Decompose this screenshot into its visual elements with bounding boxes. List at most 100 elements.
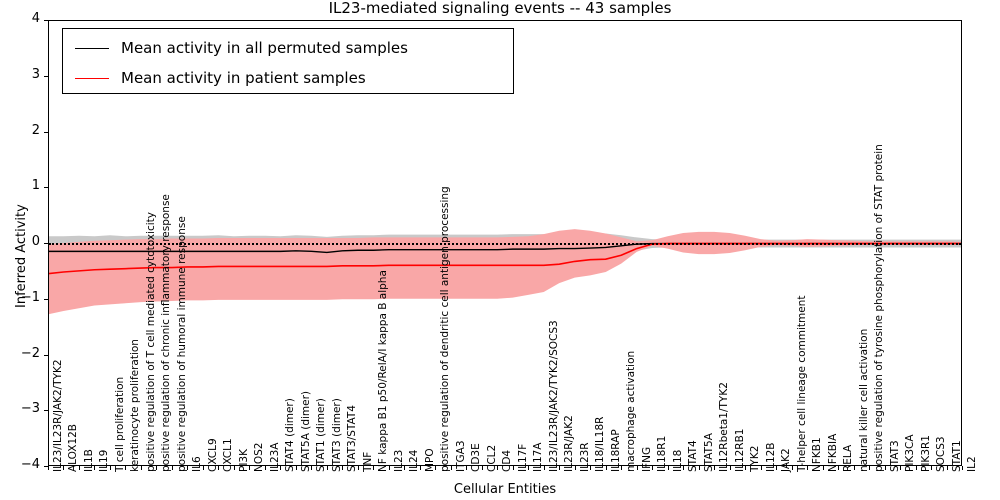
x-tick-label: IL19: [98, 449, 111, 472]
x-tick-label: IL18: [671, 449, 684, 472]
x-tick-mark: [544, 466, 545, 470]
x-tick-mark: [559, 466, 560, 470]
x-tick-label: ALOX12B: [67, 423, 80, 472]
x-tick-mark: [311, 466, 312, 470]
x-tick-mark: [63, 466, 64, 470]
x-tick-mark: [451, 466, 452, 470]
x-tick-mark: [745, 466, 746, 470]
x-tick-label: positive regulation of humoral immune re…: [175, 216, 188, 472]
confidence-band: [49, 229, 961, 315]
x-tick-mark: [699, 466, 700, 470]
y-tick-mark: [44, 187, 48, 188]
x-tick-label: keratinocyte proliferation: [129, 339, 142, 472]
x-tick-label: CXCL1: [222, 438, 235, 472]
x-tick-mark: [497, 466, 498, 470]
x-tick-label: positive regulation of chronic inflammat…: [160, 194, 173, 472]
x-tick-label: IL12RB1: [733, 428, 746, 473]
x-axis-label: Cellular Entities: [453, 482, 557, 497]
x-tick-label: positive regulation of tyrosine phosphor…: [873, 144, 886, 472]
x-tick-label: ITGA3: [454, 440, 467, 472]
x-tick-mark: [730, 466, 731, 470]
x-tick-mark: [761, 466, 762, 470]
x-tick-mark: [931, 466, 932, 470]
x-tick-mark: [513, 466, 514, 470]
x-tick-label: IL6: [191, 456, 204, 472]
y-tick-label: 3: [31, 66, 40, 82]
x-tick-mark: [466, 466, 467, 470]
x-tick-mark: [807, 466, 808, 470]
x-tick-label: CD4: [501, 449, 514, 472]
x-tick-mark: [172, 466, 173, 470]
x-tick-mark: [420, 466, 421, 470]
x-tick-mark: [373, 466, 374, 470]
x-tick-label: STAT1: [950, 440, 963, 472]
x-tick-label: NF kappa B1 p50/RelA/I kappa B alpha: [377, 270, 390, 472]
x-tick-mark: [125, 466, 126, 470]
x-tick-label: natural killer cell activation: [857, 328, 870, 472]
legend-label: Mean activity in patient samples: [121, 69, 366, 87]
chart-title: IL23-mediated signaling events -- 43 sam…: [328, 0, 672, 17]
y-tick-label: −2: [20, 345, 40, 361]
x-tick-mark: [94, 466, 95, 470]
x-tick-label: IL18RAP: [609, 429, 622, 472]
x-tick-label: IL1B: [82, 449, 95, 472]
y-tick-label: −1: [20, 289, 40, 305]
x-tick-label: positive regulation of T cell mediated c…: [144, 212, 157, 472]
chart-legend: Mean activity in all permuted samples Mea…: [62, 28, 514, 94]
legend-item[interactable]: Mean activity in all permuted samples: [75, 39, 408, 57]
x-tick-mark: [265, 466, 266, 470]
x-tick-label: IL23R: [578, 442, 591, 472]
x-tick-mark: [652, 466, 653, 470]
x-tick-label: IL23: [392, 449, 405, 472]
y-tick-label: 0: [31, 234, 40, 249]
x-tick-mark: [668, 466, 669, 470]
x-tick-label: IL2: [966, 456, 978, 472]
x-tick-label: macrophage activation: [625, 350, 638, 472]
x-tick-mark: [358, 466, 359, 470]
legend-item[interactable]: Mean activity in patient samples: [75, 69, 366, 87]
x-tick-mark: [110, 466, 111, 470]
x-tick-label: IFNG: [640, 446, 653, 472]
x-tick-mark: [621, 466, 622, 470]
y-tick-label: 4: [31, 11, 40, 26]
x-tick-label: PI3K: [237, 449, 250, 472]
x-tick-mark: [947, 466, 948, 470]
x-tick-label: positive regulation of dendritic cell an…: [439, 186, 452, 472]
plot-canvas: [49, 21, 961, 465]
x-tick-mark: [900, 466, 901, 470]
x-tick-mark: [714, 466, 715, 470]
y-tick-label: −4: [20, 457, 40, 472]
x-tick-label: STAT3: [888, 440, 901, 472]
x-tick-mark: [389, 466, 390, 470]
x-tick-label: STAT4: [687, 440, 700, 472]
x-tick-label: NOS2: [253, 442, 266, 472]
series-paths: [49, 229, 961, 315]
x-tick-mark: [342, 466, 343, 470]
x-tick-label: T cell proliferation: [113, 376, 126, 472]
x-tick-mark: [854, 466, 855, 470]
x-tick-label: STAT4 (dimer): [284, 398, 297, 472]
x-tick-mark: [823, 466, 824, 470]
x-tick-label: CD3E: [470, 443, 483, 472]
x-tick-mark: [482, 466, 483, 470]
x-tick-label: RELA: [842, 444, 855, 472]
x-tick-mark: [869, 466, 870, 470]
x-tick-label: STAT3 (dimer): [330, 398, 343, 472]
x-tick-label: PIK3CA: [904, 434, 917, 472]
x-tick-label: CXCL9: [206, 438, 219, 472]
x-tick-label: STAT5A (dimer): [299, 390, 312, 472]
y-tick-mark: [44, 20, 48, 21]
x-tick-mark: [606, 466, 607, 470]
y-tick-mark: [44, 299, 48, 300]
x-tick-mark: [683, 466, 684, 470]
x-tick-label: IL23A: [268, 442, 281, 473]
x-tick-mark: [156, 466, 157, 470]
x-tick-mark: [327, 466, 328, 470]
x-tick-mark: [280, 466, 281, 470]
x-tick-mark: [885, 466, 886, 470]
x-tick-label: IL23R/JAK2: [563, 415, 576, 472]
legend-label: Mean activity in all permuted samples: [121, 39, 408, 57]
x-tick-mark: [79, 466, 80, 470]
x-tick-label: IL18R1: [656, 435, 669, 472]
